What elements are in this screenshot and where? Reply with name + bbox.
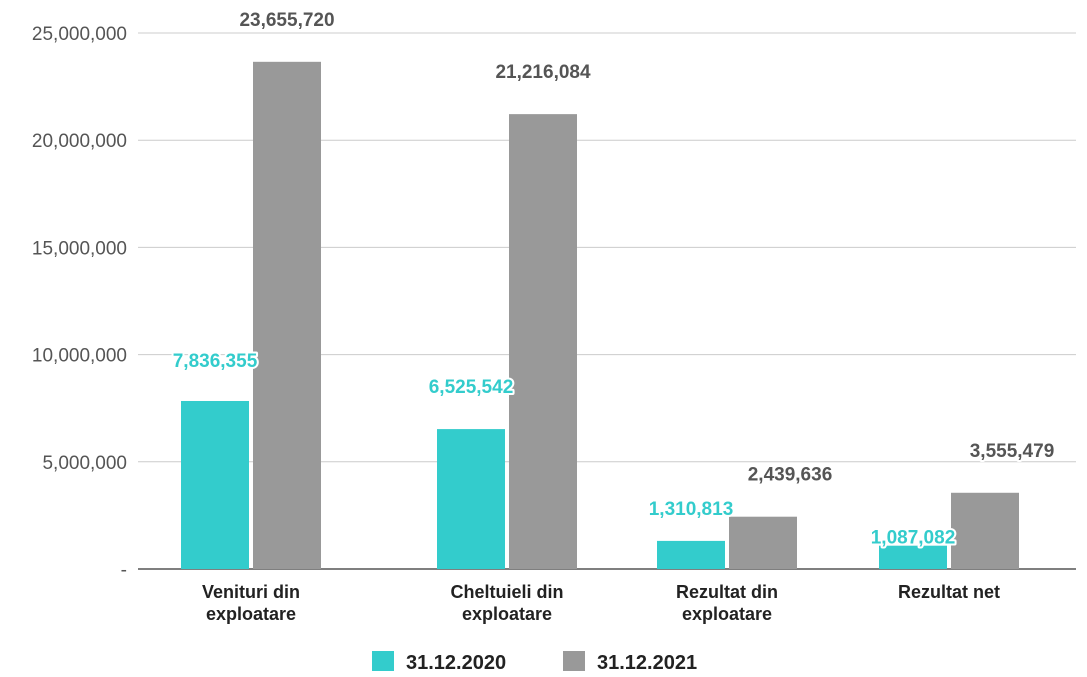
y-tick-label: 15,000,000 [32, 238, 127, 259]
y-tick-label: 20,000,000 [32, 131, 127, 152]
data-label: 7,836,355 [173, 351, 258, 372]
data-label: 1,310,813 [649, 499, 734, 520]
y-axis-tick-labels: - 5,000,000 10,000,000 15,000,000 20,000,000… [32, 24, 127, 581]
bar [879, 545, 947, 569]
y-tick-label: - [121, 560, 127, 581]
data-label: 21,216,084 [495, 62, 591, 83]
x-category-label: Rezultat din exploatare [676, 582, 778, 624]
data-label: 6,525,542 [429, 377, 514, 398]
y-tick-label: 10,000,000 [32, 346, 127, 367]
x-category-label: Rezultat net [898, 582, 1000, 602]
bar [729, 516, 797, 569]
data-labels: 7,836,355 6,525,542 1,310,813 1,087,082 23,6… [171, 8, 1057, 551]
bars [181, 61, 1019, 570]
bar [253, 61, 321, 570]
x-category-label: Venituri din exploatare [202, 582, 300, 624]
data-label: 2,439,636 [748, 465, 833, 486]
legend: 31.12.2020 31.12.2021 [372, 651, 697, 674]
legend-swatch [372, 651, 394, 671]
legend-label: 31.12.2020 [406, 652, 506, 672]
x-category-label: Cheltuieli din exploatare [450, 582, 563, 624]
y-tick-label: 5,000,000 [42, 453, 127, 474]
bar [657, 540, 725, 569]
bar [181, 400, 249, 569]
data-label: 23,655,720 [239, 10, 334, 31]
legend-label: 31.12.2021 [597, 652, 697, 672]
data-label: 1,087,082 [871, 528, 956, 549]
bar [951, 492, 1019, 569]
legend-swatch [563, 651, 585, 671]
y-tick-label: 25,000,000 [32, 24, 127, 45]
data-label: 3,555,479 [970, 441, 1055, 462]
bar [437, 429, 505, 569]
x-axis-category-labels: Venituri din exploatare Cheltuieli din expl… [202, 582, 1000, 624]
bar [509, 114, 577, 569]
